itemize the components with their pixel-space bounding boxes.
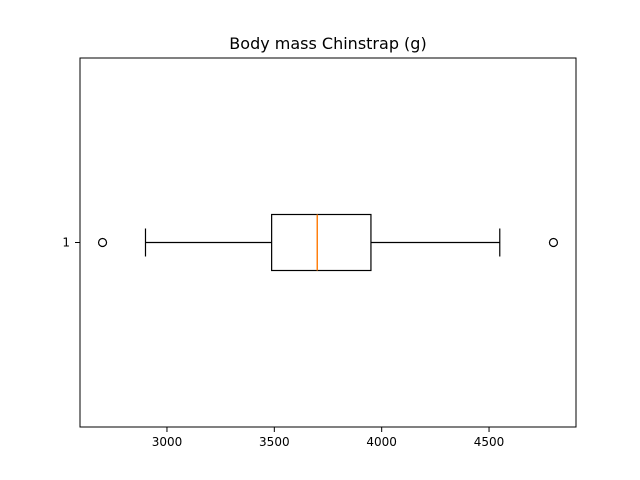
- boxplot-series: [97, 213, 559, 272]
- y-tick-label: 1: [62, 236, 70, 250]
- x-tick-label: 3500: [259, 435, 290, 449]
- x-tick-label: 3000: [152, 435, 183, 449]
- iqr-box: [271, 213, 372, 272]
- x-tick-label: 4000: [366, 435, 397, 449]
- outlier-point: [548, 237, 559, 248]
- x-axis: 3000 3500 4000 4500: [152, 427, 505, 449]
- x-tick-label: 4500: [474, 435, 505, 449]
- outlier-point: [97, 237, 108, 248]
- chart-title: Body mass Chinstrap (g): [229, 34, 426, 53]
- y-axis: 1: [62, 236, 80, 250]
